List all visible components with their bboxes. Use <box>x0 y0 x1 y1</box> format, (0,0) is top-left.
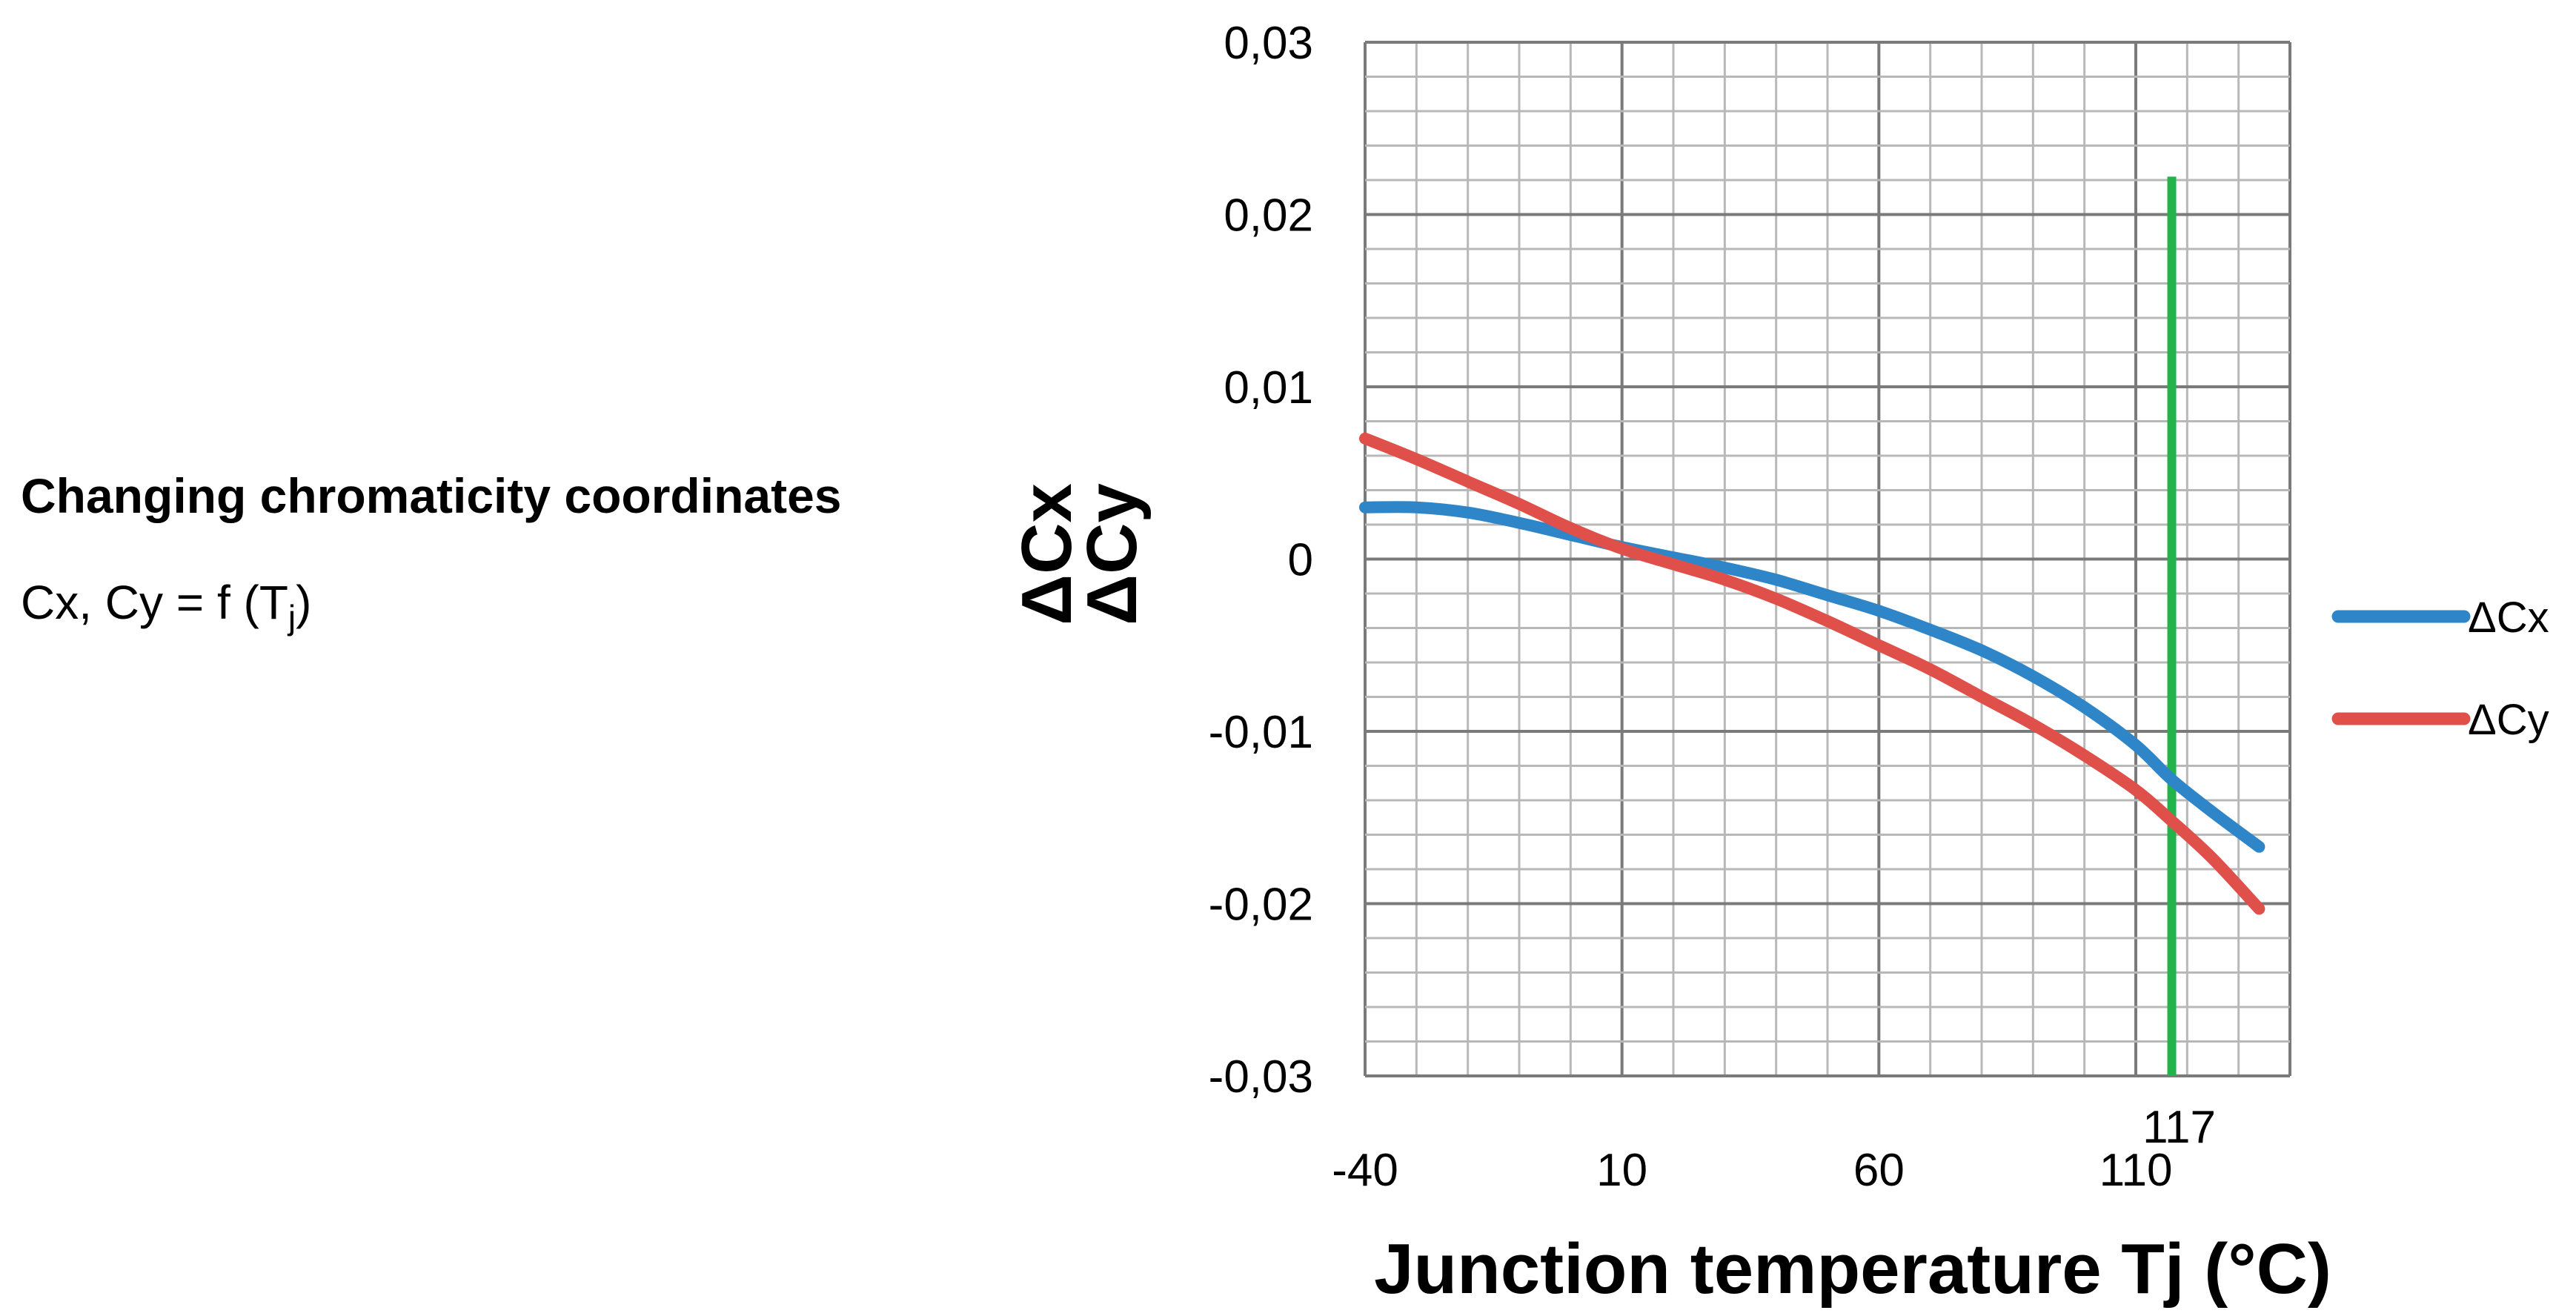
y-axis-title-line-2: ΔCy <box>1072 483 1152 625</box>
legend-label-dcx: ΔCx <box>2468 594 2549 642</box>
y-tick-label: 0,01 <box>1224 362 1313 413</box>
y-axis-title: ΔCx ΔCy <box>1007 483 1152 625</box>
x-tick-label: 110 <box>2099 1145 2173 1196</box>
x-tick-label: -40 <box>1332 1145 1398 1196</box>
marker-layer: 117 <box>2142 176 2216 1153</box>
y-tick-label: 0 <box>1288 535 1313 586</box>
chart-formula: Cx, Cy = f (Tj) <box>21 576 311 637</box>
x-axis-title: Junction temperature Tj (°C) <box>1374 1229 2331 1309</box>
legend-item-dcy: ΔCy <box>2331 696 2549 744</box>
formula-subscript: j <box>287 598 296 637</box>
legend: ΔCx ΔCy <box>2331 594 2549 744</box>
legend-item-dcx: ΔCx <box>2331 594 2549 642</box>
chart-heading: Changing chromaticity coordinates <box>21 468 842 523</box>
formula-close: ) <box>296 576 311 629</box>
x-tick-labels: -40 10 60 110 <box>1332 1145 2172 1196</box>
y-tick-label: -0,02 <box>1209 880 1313 931</box>
y-tick-labels: 0,03 0,02 0,01 0 -0,01 -0,02 -0,03 <box>1209 18 1313 1103</box>
series-line-dcy <box>1359 432 2265 915</box>
series-layer <box>1359 432 2265 915</box>
y-tick-label: -0,01 <box>1209 707 1313 758</box>
y-tick-label: 0,03 <box>1224 18 1313 69</box>
x-tick-label: 60 <box>1853 1145 1905 1196</box>
x-tick-label: 10 <box>1596 1145 1647 1196</box>
plot-grid <box>1364 41 2291 1077</box>
marker-label-117: 117 <box>2142 1102 2216 1153</box>
y-tick-label: 0,02 <box>1224 190 1313 242</box>
y-axis-title-line-1: ΔCx <box>1007 483 1086 625</box>
formula-main: Cx, Cy = f (T <box>21 576 288 629</box>
y-tick-label: -0,03 <box>1209 1051 1313 1103</box>
legend-label-dcy: ΔCy <box>2468 696 2549 744</box>
series-line-dcx <box>1359 501 2265 853</box>
